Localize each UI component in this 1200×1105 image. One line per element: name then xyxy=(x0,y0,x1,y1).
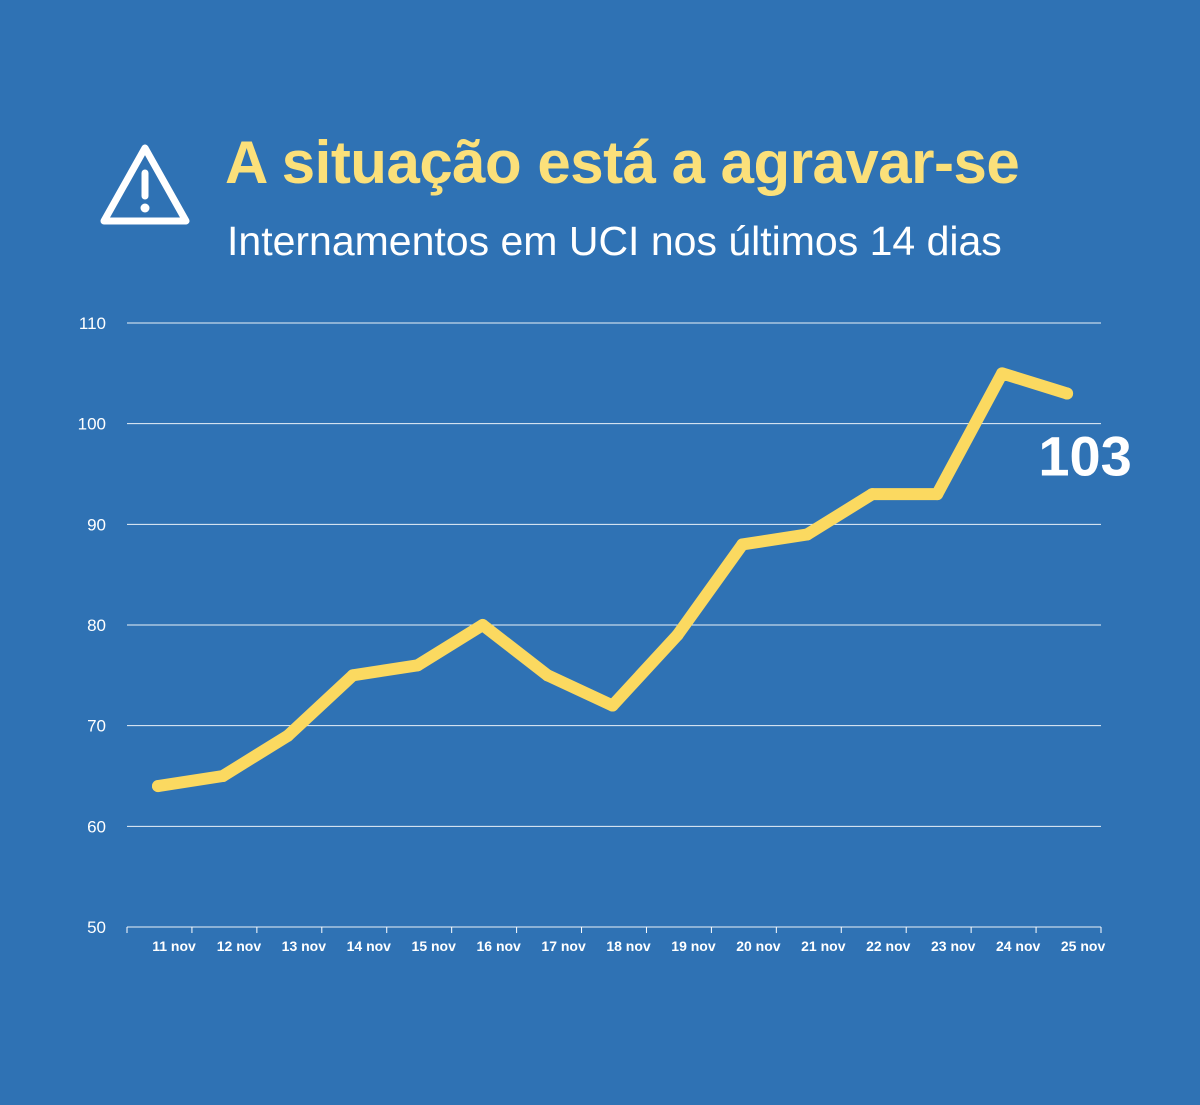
data-point xyxy=(411,659,424,672)
x-tick-label: 13 nov xyxy=(282,938,327,954)
y-axis-ticks: 50 60 70 80 90 100 110 xyxy=(78,314,106,937)
gridlines xyxy=(127,322,1101,928)
x-tick-label: 24 nov xyxy=(996,938,1041,954)
data-point xyxy=(931,488,944,501)
data-point xyxy=(671,629,684,642)
series xyxy=(152,367,1074,793)
x-tick-label: 16 nov xyxy=(476,938,521,954)
y-tick-label: 90 xyxy=(87,515,106,534)
warning-triangle-icon xyxy=(100,144,190,225)
data-point xyxy=(541,669,554,682)
y-tick-label: 80 xyxy=(87,616,106,635)
x-axis-ticks: 11 nov 12 nov 13 nov 14 nov 15 nov 16 nov 17 n… xyxy=(126,927,1106,954)
data-point xyxy=(736,538,749,551)
x-tick-label: 12 nov xyxy=(217,938,262,954)
data-point xyxy=(281,729,294,742)
data-point xyxy=(866,488,879,501)
data-point xyxy=(1061,387,1074,400)
y-tick-label: 70 xyxy=(87,717,106,736)
x-tick-label: 20 nov xyxy=(736,938,781,954)
x-tick-label: 19 nov xyxy=(671,938,716,954)
y-tick-label: 110 xyxy=(79,314,106,333)
end-value-label: 103 xyxy=(1038,424,1131,487)
x-tick-label: 25 nov xyxy=(1061,938,1106,954)
header: A situação está a agravar-se Internament… xyxy=(0,0,1200,300)
x-tick-label: 11 nov xyxy=(152,938,196,954)
x-tick-label: 21 nov xyxy=(801,938,846,954)
x-tick-label: 23 nov xyxy=(931,938,976,954)
x-tick-label: 22 nov xyxy=(866,938,911,954)
x-tick-label: 18 nov xyxy=(606,938,651,954)
y-tick-label: 100 xyxy=(78,415,106,434)
y-tick-label: 60 xyxy=(87,817,106,836)
data-point xyxy=(996,367,1009,380)
chart-subtitle: Internamentos em UCI nos últimos 14 dias xyxy=(227,218,1002,264)
x-tick-label: 17 nov xyxy=(541,938,586,954)
data-point xyxy=(476,619,489,631)
data-point xyxy=(152,780,164,793)
x-tick-label: 14 nov xyxy=(347,938,392,954)
data-point xyxy=(606,699,619,712)
series-line xyxy=(152,367,1074,793)
chart-title: A situação está a agravar-se xyxy=(225,129,1020,196)
data-point xyxy=(346,669,359,682)
data-point xyxy=(801,528,814,541)
x-tick-label: 15 nov xyxy=(412,938,457,954)
data-point xyxy=(216,770,229,782)
y-tick-label: 50 xyxy=(87,918,106,937)
